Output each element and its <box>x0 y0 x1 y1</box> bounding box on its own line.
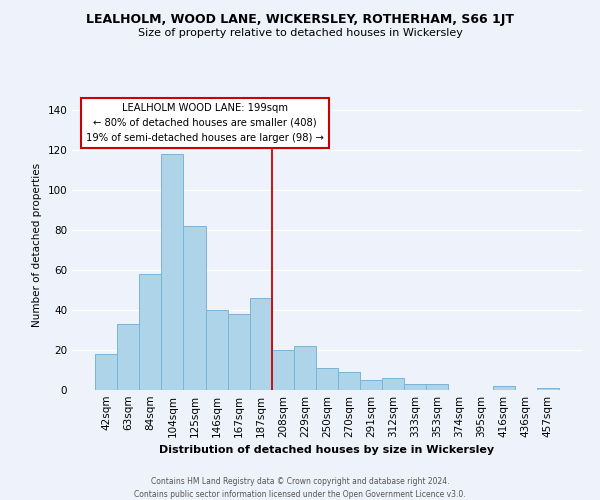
Bar <box>184 226 206 390</box>
Bar <box>250 298 272 390</box>
Text: Contains HM Land Registry data © Crown copyright and database right 2024.: Contains HM Land Registry data © Crown c… <box>151 478 449 486</box>
Text: LEALHOLM, WOOD LANE, WICKERSLEY, ROTHERHAM, S66 1JT: LEALHOLM, WOOD LANE, WICKERSLEY, ROTHERH… <box>86 12 514 26</box>
Bar <box>427 384 448 390</box>
Bar <box>95 354 117 390</box>
Bar <box>316 368 338 390</box>
Bar <box>272 350 294 390</box>
Bar <box>493 386 515 390</box>
Bar <box>294 346 316 390</box>
Bar <box>206 310 227 390</box>
Bar <box>139 274 161 390</box>
Bar <box>161 154 184 390</box>
Bar <box>117 324 139 390</box>
Text: LEALHOLM WOOD LANE: 199sqm
← 80% of detached houses are smaller (408)
19% of sem: LEALHOLM WOOD LANE: 199sqm ← 80% of deta… <box>86 103 323 142</box>
Bar <box>338 372 360 390</box>
Bar <box>227 314 250 390</box>
Bar <box>537 388 559 390</box>
Bar <box>404 384 427 390</box>
Bar <box>360 380 382 390</box>
Text: Size of property relative to detached houses in Wickersley: Size of property relative to detached ho… <box>137 28 463 38</box>
Y-axis label: Number of detached properties: Number of detached properties <box>32 163 42 327</box>
Text: Contains public sector information licensed under the Open Government Licence v3: Contains public sector information licen… <box>134 490 466 499</box>
Bar <box>382 378 404 390</box>
X-axis label: Distribution of detached houses by size in Wickersley: Distribution of detached houses by size … <box>160 446 494 456</box>
